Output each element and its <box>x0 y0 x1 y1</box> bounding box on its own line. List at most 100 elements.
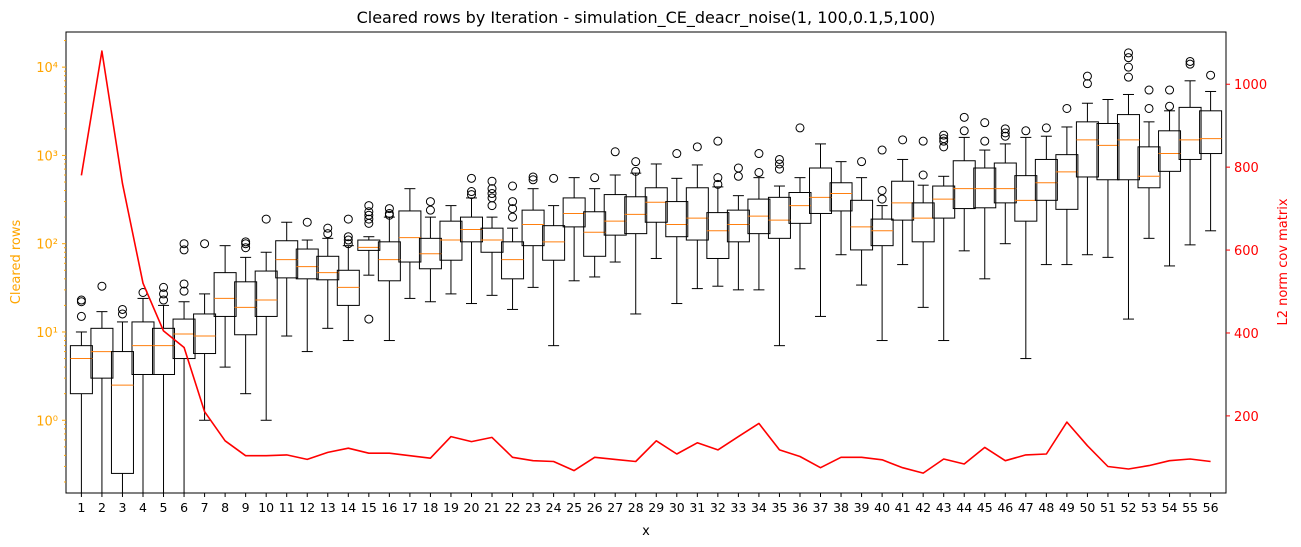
box-iqr <box>1075 121 1099 178</box>
outlier-point <box>76 311 86 321</box>
outlier-point <box>323 229 333 239</box>
y-axis-right-label: L2 norm cov matrix <box>1276 198 1291 325</box>
box-iqr <box>644 187 668 223</box>
outlier-point <box>774 154 784 164</box>
outlier-point <box>713 136 723 146</box>
box-44 <box>952 112 976 252</box>
outlier-point <box>487 201 497 211</box>
outlier-point <box>117 304 127 314</box>
x-tick-label: 5 <box>160 500 168 515</box>
x-axis-label: x <box>642 524 650 539</box>
box-3 <box>110 304 134 493</box>
outlier-point <box>754 149 764 159</box>
outlier-point <box>1123 48 1133 58</box>
outlier-point <box>1082 79 1092 89</box>
box-iqr <box>850 199 874 251</box>
outlier-point <box>528 172 538 182</box>
outlier-point <box>508 197 518 207</box>
outlier-point <box>733 171 743 181</box>
box-iqr <box>501 241 525 280</box>
x-tick-label: 24 <box>546 500 562 515</box>
outlier-point <box>364 314 374 324</box>
box-22 <box>501 181 525 310</box>
outlier-point <box>898 135 908 145</box>
outlier-point <box>200 239 210 249</box>
outlier-point <box>980 118 990 128</box>
box-iqr <box>1116 114 1140 181</box>
outlier-point <box>1000 131 1010 141</box>
box-20 <box>459 173 483 305</box>
box-47 <box>1014 126 1038 360</box>
outlier-point <box>76 297 86 307</box>
box-iqr <box>809 167 833 214</box>
box-iqr <box>110 351 134 474</box>
box-iqr <box>357 239 381 251</box>
outlier-point <box>1165 101 1175 111</box>
box-38 <box>829 161 853 256</box>
x-tick-label: 45 <box>977 500 993 515</box>
x-tick-label: 48 <box>1038 500 1054 515</box>
box-iqr <box>1096 122 1120 181</box>
outlier-point <box>364 207 374 217</box>
outlier-point <box>980 136 990 146</box>
outlier-point <box>179 286 189 296</box>
outlier-point <box>343 214 353 224</box>
x-tick-label: 22 <box>505 500 521 515</box>
box-iqr <box>1137 146 1161 189</box>
box-iqr <box>932 185 956 219</box>
outlier-point <box>1000 128 1010 138</box>
outlier-point <box>487 176 497 186</box>
box-18 <box>418 197 442 303</box>
box-iqr <box>90 327 114 379</box>
outlier-point <box>1144 103 1154 113</box>
outlier-point <box>528 175 538 185</box>
outlier-point <box>159 289 169 299</box>
box-46 <box>993 124 1017 245</box>
x-tick-label: 8 <box>221 500 229 515</box>
box-iqr <box>1158 130 1182 172</box>
outlier-point <box>384 208 394 218</box>
box-6 <box>172 239 196 493</box>
box-iqr <box>172 318 196 360</box>
outlier-point <box>466 190 476 200</box>
box-iqr <box>377 241 401 282</box>
outlier-point <box>159 282 169 292</box>
outlier-point <box>117 309 127 319</box>
outlier-point <box>1185 56 1195 66</box>
outlier-point <box>631 166 641 176</box>
box-37 <box>809 143 833 317</box>
box-iqr <box>788 192 812 224</box>
box-iqr <box>726 209 750 243</box>
x-tick-label: 18 <box>422 500 438 515</box>
box-iqr <box>521 209 545 247</box>
box-55 <box>1178 56 1202 246</box>
x-tick-label: 23 <box>525 500 541 515</box>
outlier-point <box>610 147 620 157</box>
box-iqr <box>254 270 278 317</box>
box-iqr <box>767 196 791 239</box>
box-50 <box>1075 71 1099 256</box>
box-16 <box>377 204 401 342</box>
box-iqr <box>1034 158 1058 201</box>
x-tick-label: 13 <box>320 500 336 515</box>
x-tick-label: 39 <box>854 500 870 515</box>
x-tick-label: 49 <box>1059 500 1075 515</box>
box-39 <box>850 157 874 286</box>
box-iqr <box>152 327 176 375</box>
box-iqr <box>624 196 648 235</box>
outlier-point <box>508 212 518 222</box>
outlier-point <box>1000 124 1010 134</box>
x-tick-label: 33 <box>730 500 746 515</box>
x-tick-label: 7 <box>201 500 209 515</box>
outlier-point <box>1144 85 1154 95</box>
x-tick-label: 15 <box>361 500 377 515</box>
y-right-tick-label: 400 <box>1234 327 1259 342</box>
box-42 <box>911 136 935 308</box>
box-2 <box>90 281 114 493</box>
outlier-point <box>918 170 928 180</box>
box-27 <box>603 147 627 263</box>
y-left-tick-label: 10¹ <box>36 326 58 341</box>
outlier-point <box>343 232 353 242</box>
x-tick-label: 26 <box>587 500 603 515</box>
outlier-point <box>959 126 969 136</box>
